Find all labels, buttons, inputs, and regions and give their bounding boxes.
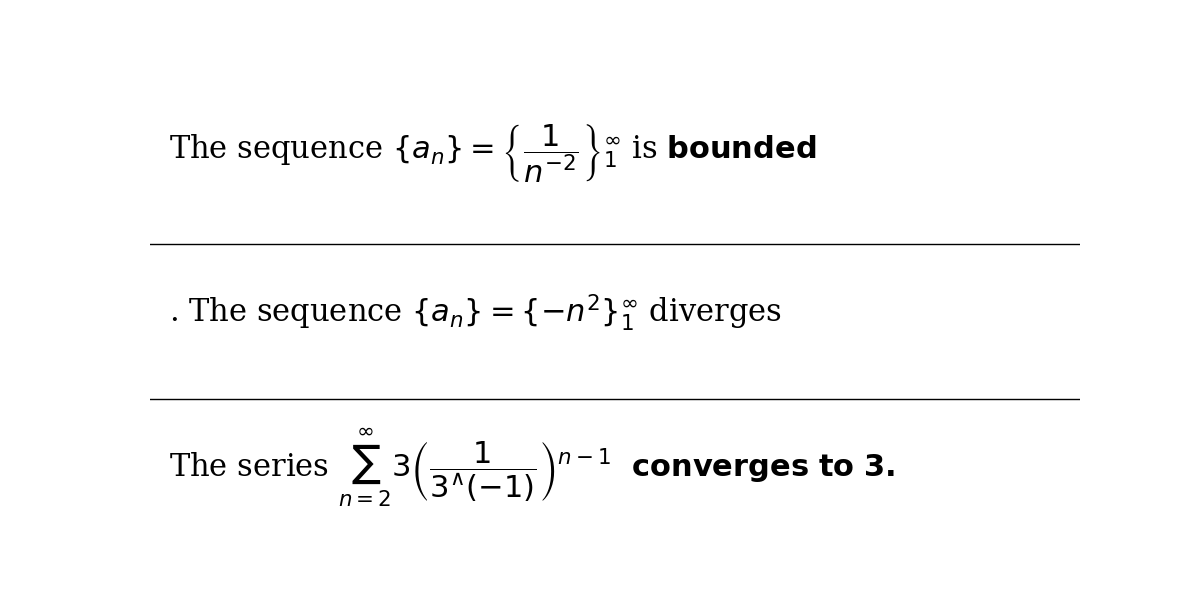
Text: The sequence $\{a_n\} = \left\{\dfrac{1}{n^{-2}}\right\}_1^{\infty}$ is $\mathbf: The sequence $\{a_n\} = \left\{\dfrac{1}… xyxy=(168,122,816,185)
Text: The series $\sum_{n=2}^{\infty} 3 \left(\dfrac{1}{3^{\wedge}(-1)}\right)^{n-1}$ : The series $\sum_{n=2}^{\infty} 3 \left(… xyxy=(168,426,895,509)
Text: . The sequence $\{a_n\} = \{- n^2\}_1^{\infty}$ diverges: . The sequence $\{a_n\} = \{- n^2\}_1^{\… xyxy=(168,292,781,333)
